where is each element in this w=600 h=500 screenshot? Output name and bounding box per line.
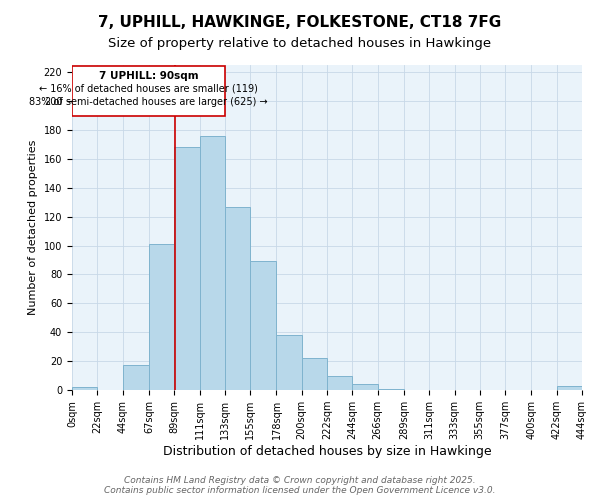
Bar: [352, 384, 377, 390]
Y-axis label: Number of detached properties: Number of detached properties: [28, 140, 38, 315]
Bar: [174, 148, 199, 390]
Bar: [302, 358, 327, 390]
X-axis label: Distribution of detached houses by size in Hawkinge: Distribution of detached houses by size …: [163, 445, 491, 458]
Bar: [72, 66, 225, 116]
Text: Contains HM Land Registry data © Crown copyright and database right 2025.
Contai: Contains HM Land Registry data © Crown c…: [104, 476, 496, 495]
Bar: [327, 376, 352, 390]
Bar: [149, 244, 174, 390]
Text: 7 UPHILL: 90sqm: 7 UPHILL: 90sqm: [98, 71, 198, 81]
Bar: [199, 136, 225, 390]
Text: 83% of semi-detached houses are larger (625) →: 83% of semi-detached houses are larger (…: [29, 97, 268, 107]
Bar: [557, 386, 582, 390]
Bar: [277, 335, 302, 390]
Text: 7, UPHILL, HAWKINGE, FOLKESTONE, CT18 7FG: 7, UPHILL, HAWKINGE, FOLKESTONE, CT18 7F…: [98, 15, 502, 30]
Bar: [250, 262, 277, 390]
Bar: [377, 388, 404, 390]
Text: Size of property relative to detached houses in Hawkinge: Size of property relative to detached ho…: [109, 38, 491, 51]
Bar: [72, 387, 97, 390]
Bar: [225, 206, 250, 390]
Text: ← 16% of detached houses are smaller (119): ← 16% of detached houses are smaller (11…: [39, 84, 258, 94]
Bar: [122, 366, 149, 390]
